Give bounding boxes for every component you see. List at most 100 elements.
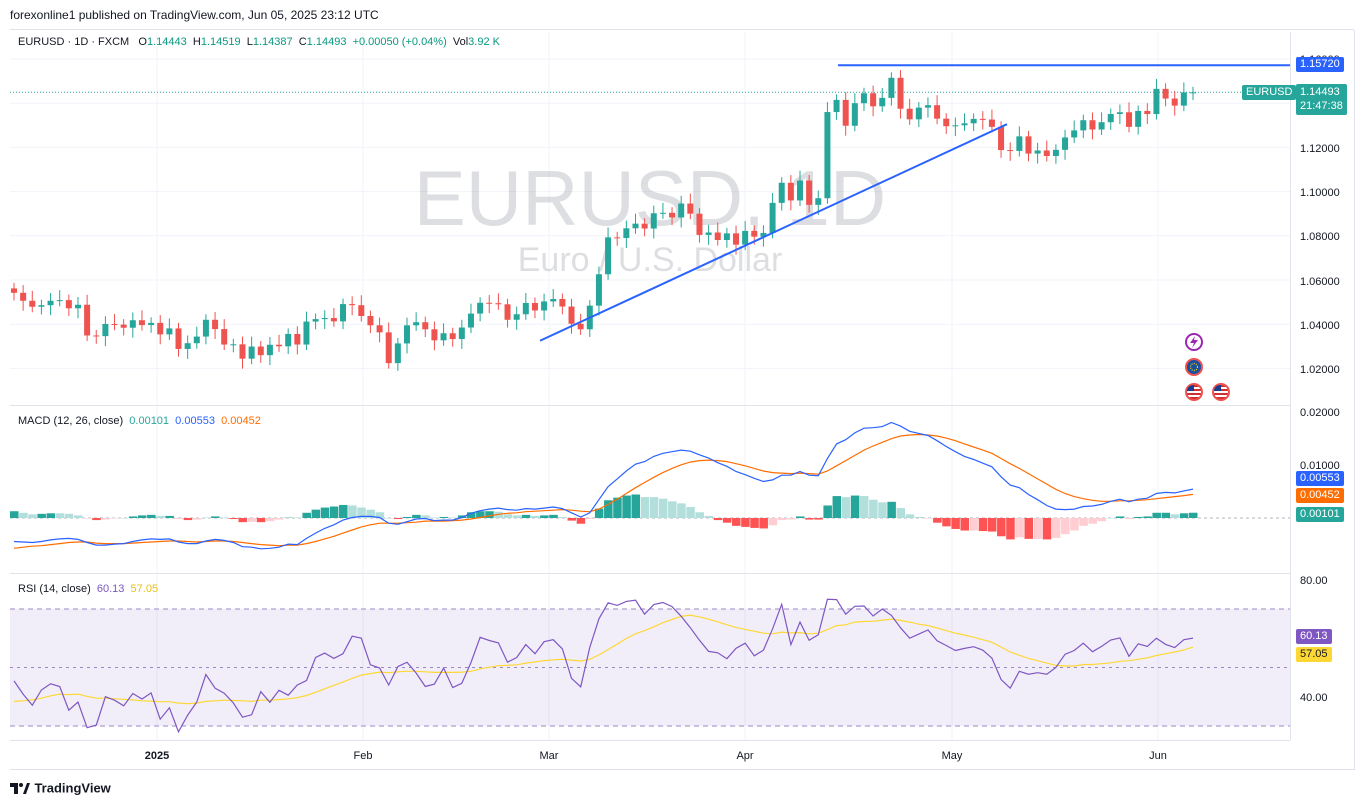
candle-body bbox=[1025, 136, 1032, 154]
macd-hist-bar bbox=[1042, 518, 1052, 540]
candle-body bbox=[230, 344, 237, 346]
candle-body bbox=[394, 343, 401, 364]
candle-body bbox=[851, 103, 858, 126]
eu-flag-event-icon[interactable] bbox=[1185, 358, 1203, 376]
candle-body bbox=[20, 292, 27, 301]
candle-body bbox=[1153, 88, 1160, 115]
candle-body bbox=[38, 305, 45, 307]
high-value: 1.14519 bbox=[200, 36, 241, 48]
candle-body bbox=[1007, 150, 1014, 152]
candle-body bbox=[330, 318, 337, 322]
macd-hist-bar bbox=[201, 517, 211, 518]
candle-body bbox=[1098, 122, 1105, 130]
candle-body bbox=[531, 302, 538, 311]
candle-body bbox=[714, 232, 721, 240]
macd-hist-bar bbox=[832, 496, 842, 518]
ohlc-legend[interactable]: EURUSD · 1D · FXCM O1.14443 H1.14519 L1.… bbox=[18, 36, 500, 48]
publish-line: forexonline1 published on TradingView.co… bbox=[10, 8, 379, 22]
candle-body bbox=[175, 328, 182, 349]
candle-body bbox=[102, 323, 109, 337]
macd-axis-label: 0.01000 bbox=[1300, 460, 1340, 472]
macd-hist-bar bbox=[375, 512, 385, 518]
macd-hist-bar bbox=[439, 516, 449, 518]
tradingview-logo[interactable]: TradingView bbox=[10, 779, 111, 795]
candle-body bbox=[888, 77, 895, 98]
candle-body bbox=[212, 319, 219, 330]
watermark-name: Euro / U.S. Dollar bbox=[518, 241, 783, 279]
macd-hist-bar bbox=[311, 509, 321, 518]
macd-hist-bar bbox=[777, 518, 787, 521]
macd-hist-bar bbox=[631, 494, 640, 518]
candle-body bbox=[906, 108, 913, 120]
rsi-ma-tag: 57.05 bbox=[1296, 647, 1332, 662]
macd-hist-bar bbox=[320, 507, 330, 518]
candle-body bbox=[605, 237, 612, 275]
macd-hist-bar bbox=[585, 518, 595, 520]
candle-body bbox=[1190, 92, 1196, 94]
candle-body bbox=[541, 301, 548, 311]
macd-hist-bar bbox=[10, 511, 19, 518]
macd-hist-bar bbox=[55, 513, 65, 518]
candle-body bbox=[924, 105, 931, 108]
candle-body bbox=[239, 344, 246, 359]
macd-legend[interactable]: MACD (12, 26, close) 0.00101 0.00553 0.0… bbox=[18, 415, 261, 427]
candle-body bbox=[733, 233, 740, 245]
macd-hist-bar bbox=[384, 518, 394, 519]
macd-hist-bar bbox=[960, 518, 970, 531]
candle-body bbox=[860, 93, 867, 104]
macd-hist-bar bbox=[165, 515, 174, 518]
macd-hist-bar bbox=[814, 518, 823, 520]
macd-hist-bar bbox=[156, 515, 165, 518]
macd-line bbox=[13, 421, 1194, 550]
price-axis-label: 1.06000 bbox=[1300, 276, 1340, 288]
candle-body bbox=[833, 99, 840, 113]
macd-hist-bar bbox=[128, 516, 138, 518]
rsi-legend[interactable]: RSI (14, close) 60.13 57.05 bbox=[18, 583, 158, 595]
us-flag-event-icon-2[interactable] bbox=[1212, 383, 1230, 401]
candle-body bbox=[614, 237, 621, 239]
candle-body bbox=[760, 232, 767, 237]
macd-hist-bar bbox=[421, 515, 430, 518]
macd-hist-bar bbox=[1152, 512, 1161, 518]
macd-signal-tag: 0.00452 bbox=[1296, 488, 1344, 503]
macd-hist-bar bbox=[521, 514, 531, 518]
macd-hist-bar bbox=[1115, 516, 1125, 518]
macd-hist-bar bbox=[64, 513, 74, 518]
candle-body bbox=[202, 319, 209, 337]
candle-body bbox=[349, 304, 356, 306]
candle-body bbox=[1062, 137, 1069, 150]
lightning-event-icon[interactable] bbox=[1185, 333, 1203, 351]
candle-body bbox=[404, 325, 410, 344]
drawings[interactable] bbox=[539, 64, 1290, 342]
macd-signal-line bbox=[13, 433, 1194, 549]
rsi-ma-value: 57.05 bbox=[130, 583, 159, 595]
macd-hist-bar bbox=[540, 515, 549, 518]
candle-body bbox=[513, 314, 520, 320]
candle-body bbox=[385, 332, 392, 364]
open-value: 1.14443 bbox=[146, 36, 187, 48]
rsi-ma-line bbox=[13, 614, 1194, 705]
candle-body bbox=[1180, 92, 1187, 106]
macd-hist-bar bbox=[1033, 518, 1043, 539]
candle-body bbox=[120, 324, 127, 328]
macd-hist-bar bbox=[275, 518, 284, 520]
macd-hist-bar bbox=[896, 508, 906, 518]
candle-body bbox=[659, 212, 666, 214]
candle-body bbox=[340, 304, 347, 322]
macd-hist-bar bbox=[594, 508, 604, 518]
macd-hist-bar bbox=[403, 516, 412, 518]
candle-body bbox=[1171, 98, 1178, 106]
candle-body bbox=[84, 304, 91, 336]
open-label: O bbox=[138, 36, 147, 48]
tradingview-logo-icon bbox=[10, 782, 30, 794]
candle-body bbox=[193, 336, 200, 344]
us-flag-event-icon[interactable] bbox=[1185, 383, 1203, 401]
macd-hist-bar bbox=[183, 518, 193, 521]
vol-label: Vol bbox=[452, 36, 469, 48]
candle-body bbox=[413, 322, 420, 326]
macd-hist-bar bbox=[823, 505, 832, 518]
macd-hist-bar bbox=[1189, 512, 1198, 518]
macd-hist-bar bbox=[558, 516, 567, 518]
macd-hist-bar bbox=[1024, 518, 1033, 539]
